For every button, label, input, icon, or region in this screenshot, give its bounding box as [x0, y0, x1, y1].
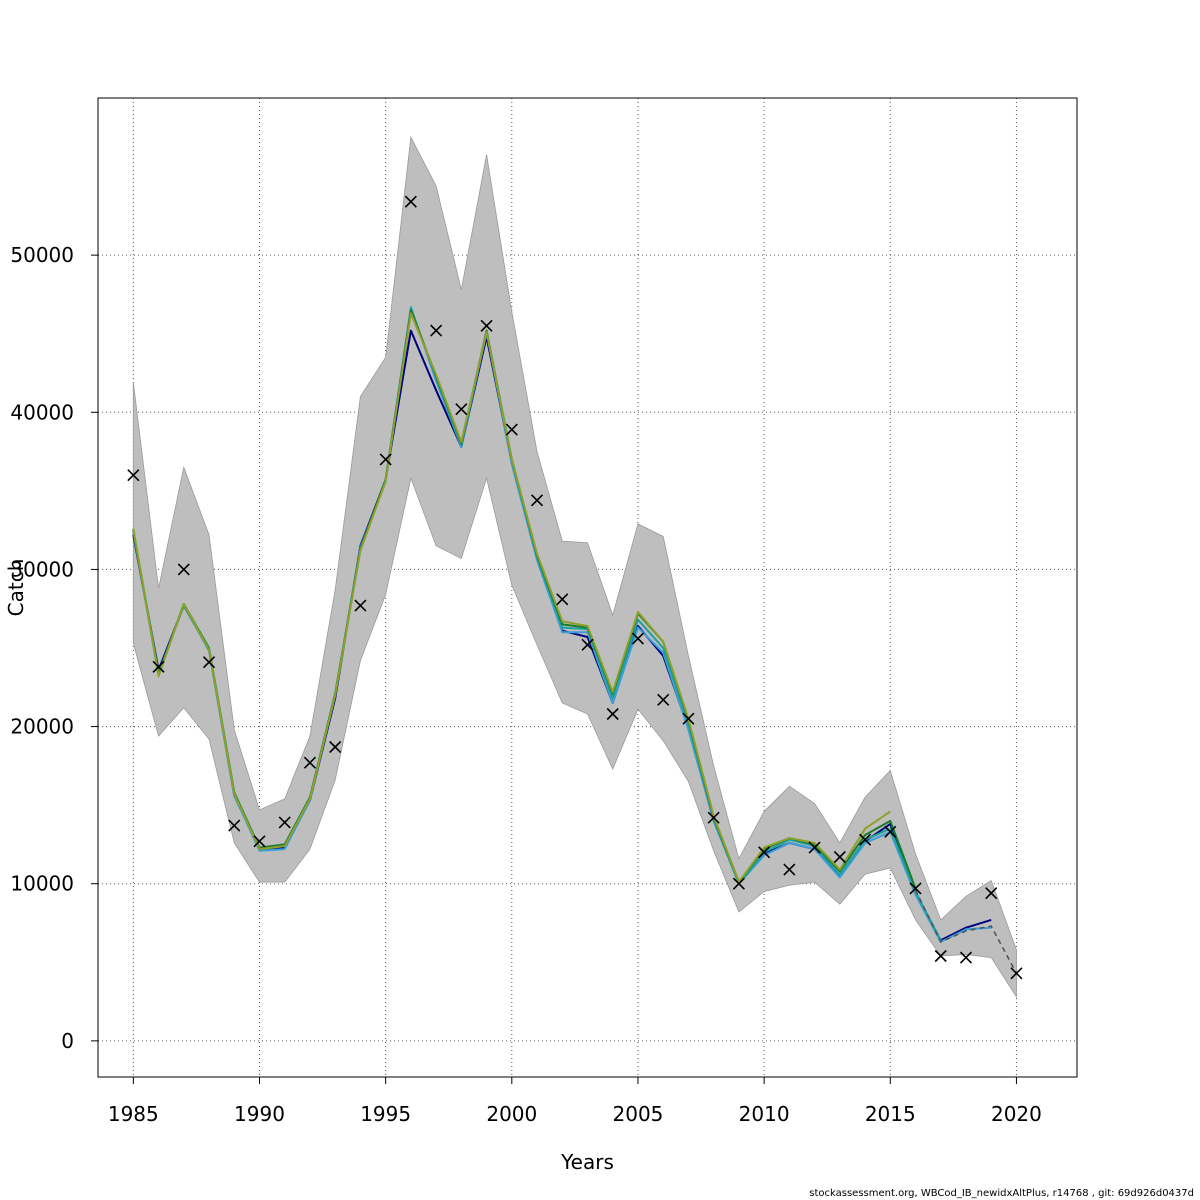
x-tick-label: 2010 — [739, 1102, 790, 1126]
observed-point — [177, 563, 190, 576]
observed-point — [631, 632, 645, 645]
observed-point — [556, 593, 569, 606]
observed-point — [202, 656, 216, 669]
observed-point — [732, 877, 745, 890]
observed-point — [657, 693, 670, 706]
series-line-6 — [914, 889, 1018, 974]
observed-point — [253, 835, 266, 848]
observed-point — [480, 319, 493, 332]
observed-point — [152, 660, 165, 673]
x-tick-label: 1995 — [360, 1102, 411, 1126]
observed-point — [303, 756, 317, 769]
x-tick-label: 1990 — [234, 1102, 285, 1126]
observed-point — [833, 850, 846, 864]
confidence-band — [132, 135, 1017, 999]
observed-point — [505, 423, 518, 436]
y-tick-label: 0 — [61, 1029, 74, 1053]
plot-frame — [97, 97, 1078, 1078]
observed-point — [959, 951, 973, 964]
y-tick-label: 10000 — [10, 872, 74, 896]
observed-point — [1010, 967, 1023, 980]
series-line-2 — [132, 306, 992, 943]
confidence-band-area — [132, 135, 1017, 999]
observed-point — [354, 599, 367, 612]
x-tick-label: 2020 — [991, 1102, 1042, 1126]
observed-point — [228, 819, 241, 832]
observed-point — [808, 841, 821, 854]
observed-point — [530, 494, 544, 507]
observed-point — [909, 882, 922, 895]
x-tick-label: 2015 — [865, 1102, 916, 1126]
observed-point — [127, 469, 140, 482]
observed-point — [404, 195, 417, 208]
footer-credit: stockassessment.org, WBCod_IB_newidxAltP… — [809, 1188, 1194, 1199]
observed-point — [884, 825, 897, 838]
observed-point — [985, 887, 998, 900]
observed-point — [758, 846, 771, 859]
model-series-lines — [132, 306, 1018, 974]
y-tick-label: 20000 — [10, 715, 74, 739]
observed-point — [455, 403, 468, 416]
observed-point — [606, 707, 619, 721]
observed-point — [934, 949, 947, 963]
y-tick-label: 30000 — [10, 557, 74, 581]
observed-point — [707, 811, 720, 824]
observed-point — [379, 453, 392, 466]
x-tick-label: 2000 — [486, 1102, 537, 1126]
observed-point — [581, 638, 594, 651]
observed-point — [682, 712, 695, 725]
observed-point — [783, 863, 796, 876]
y-axis-title: Catch — [4, 559, 28, 617]
observed-point — [430, 324, 443, 337]
y-tick-label: 50000 — [10, 243, 74, 267]
observed-point — [278, 816, 291, 829]
y-tick-label: 40000 — [10, 400, 74, 424]
axes: 1985 1990 1995 2000 2005 2010 2015 2020 0 10000 20… — [10, 243, 1042, 1126]
series-line-5 — [132, 312, 891, 884]
x-tick-label: 1985 — [108, 1102, 159, 1126]
observed-point — [329, 740, 342, 754]
x-axis-title: Years — [560, 1150, 614, 1174]
observed-point — [858, 833, 872, 846]
x-tick-label: 2005 — [613, 1102, 664, 1126]
observed-markers — [127, 195, 1023, 980]
